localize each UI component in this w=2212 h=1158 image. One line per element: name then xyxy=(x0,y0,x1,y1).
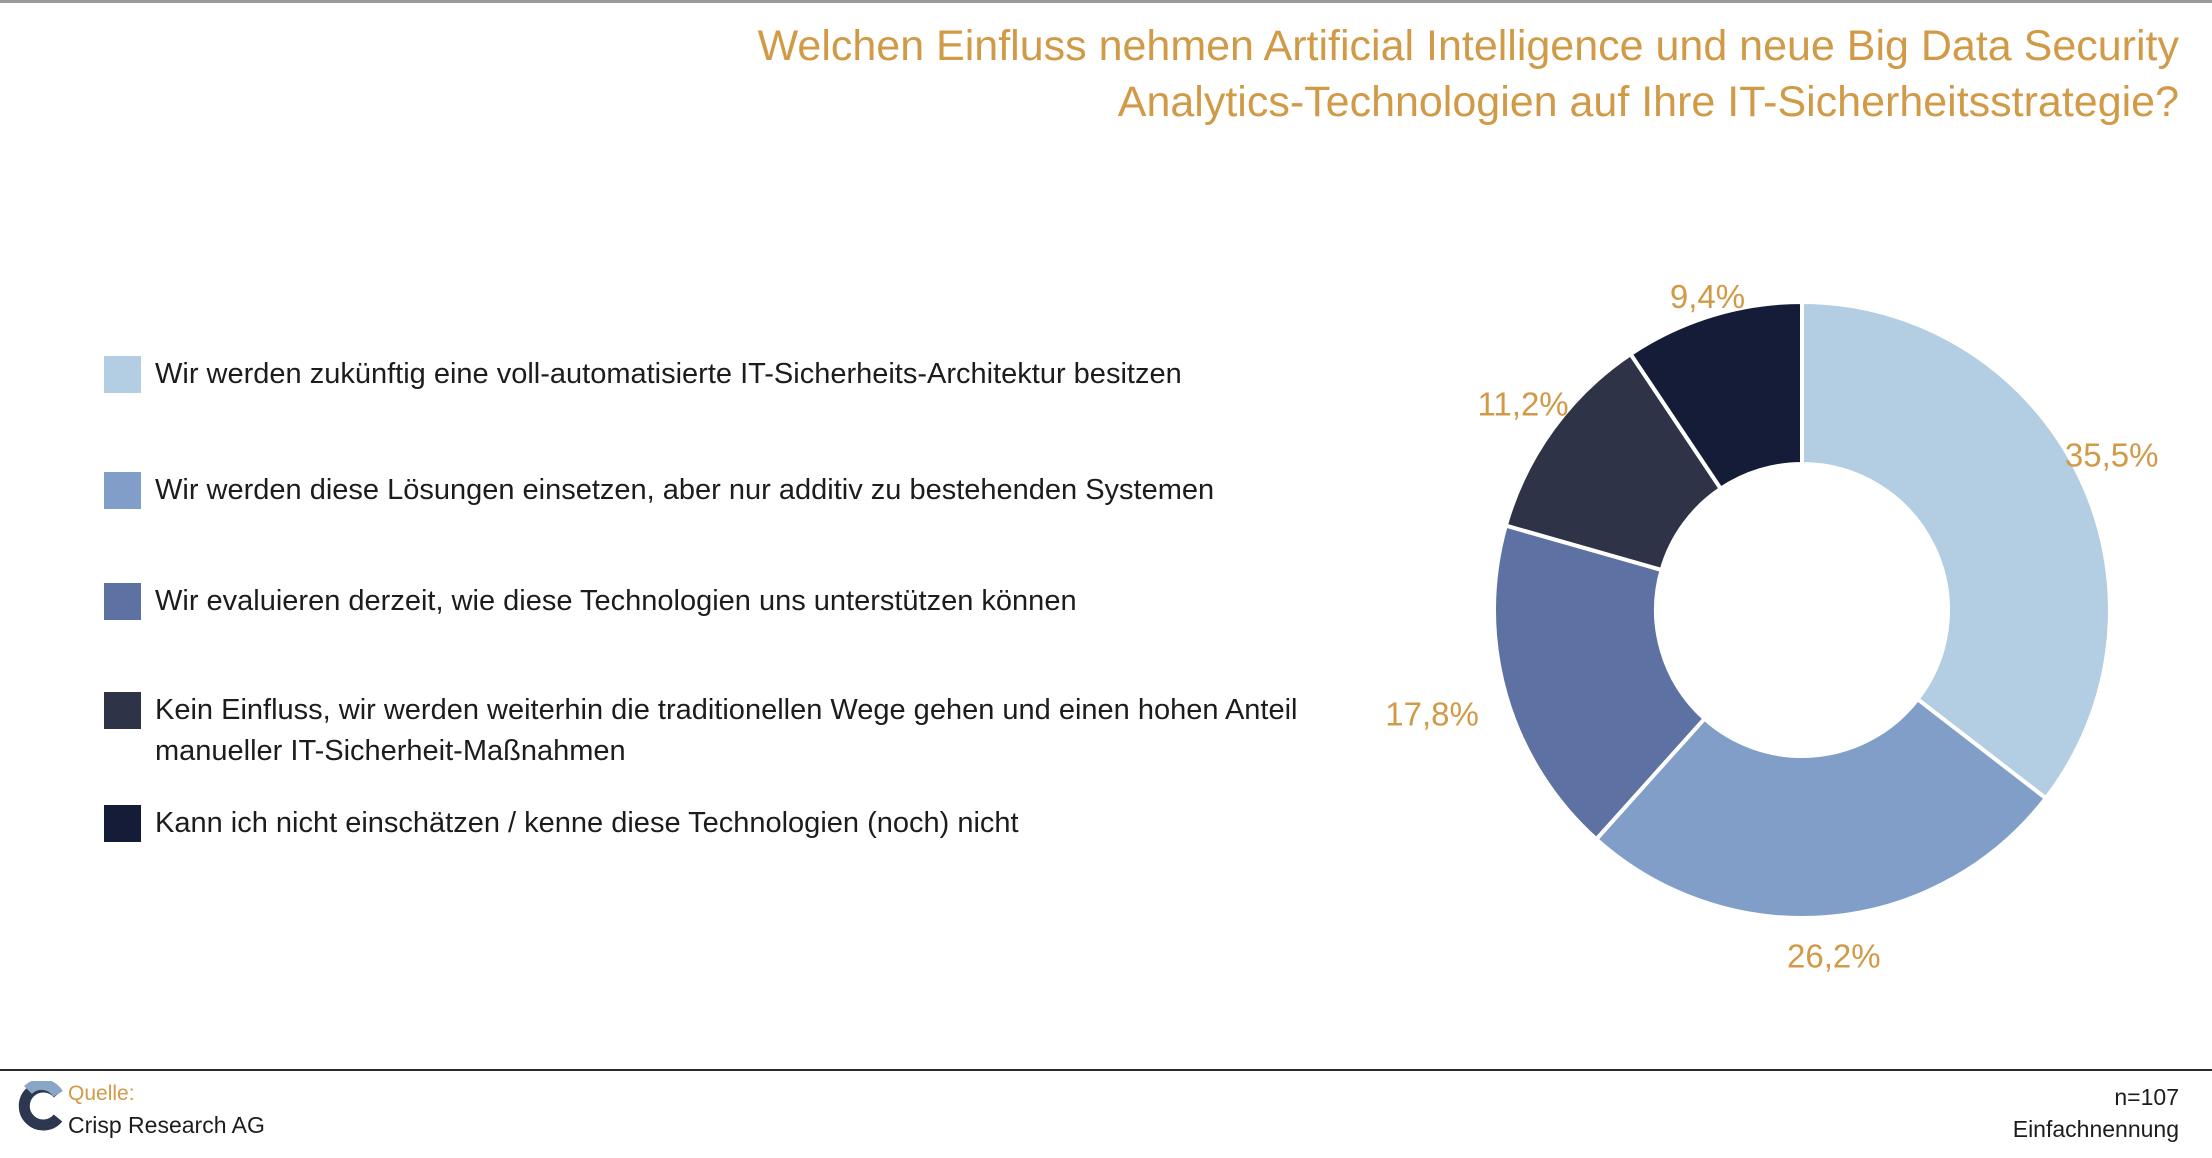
legend-item-1: Wir werden zukünftig eine voll-automatis… xyxy=(104,354,1385,395)
data-label-5: 9,4% xyxy=(1670,278,1745,315)
data-label-2: 26,2% xyxy=(1787,937,1881,974)
legend-label-2: Wir werden diese Lösungen einsetzen, abe… xyxy=(155,474,1215,506)
donut-slice-5 xyxy=(1627,299,1804,492)
legend-label-1: Wir werden zukünftig eine voll-automatis… xyxy=(155,358,1182,390)
donut-slice-2 xyxy=(1593,696,2049,920)
data-label-1: 35,5% xyxy=(2065,437,2159,474)
source-label: Quelle: xyxy=(68,1082,135,1105)
crisp-research-logo xyxy=(18,1081,63,1131)
legend-swatch-2 xyxy=(104,472,141,509)
donut-chart: 35,5% 26,2% 17,8% 11,2% 9,4% xyxy=(1385,278,2159,975)
legend-swatch-4 xyxy=(104,692,141,729)
chart-title-line-1: Welchen Einfluss nehmen Artificial Intel… xyxy=(757,22,2179,70)
donut-slice-1 xyxy=(1800,299,2112,802)
legend-label-5: Kann ich nicht einschätzen / kenne diese… xyxy=(155,807,1019,839)
chart-title: Welchen Einfluss nehmen Artificial Intel… xyxy=(579,18,2179,130)
donut-slice-3 xyxy=(1492,523,1708,843)
legend-item-5: Kann ich nicht einschätzen / kenne diese… xyxy=(104,803,1385,844)
footer-divider xyxy=(0,1069,2212,1071)
source-name: Crisp Research AG xyxy=(68,1112,265,1138)
sample-size: n=107 xyxy=(2114,1084,2179,1110)
legend-swatch-5 xyxy=(104,805,141,842)
legend-item-2: Wir werden diese Lösungen einsetzen, abe… xyxy=(104,470,1385,511)
chart-title-line-2: Analytics-Technologien auf Ihre IT-Siche… xyxy=(1117,78,2179,126)
answer-mode: Einfachnennung xyxy=(2012,1116,2179,1142)
legend-item-3: Wir evaluieren derzeit, wie diese Techno… xyxy=(104,581,1385,622)
data-label-3: 17,8% xyxy=(1385,695,1479,732)
legend-label-4: Kein Einfluss, wir werden weiterhin die … xyxy=(155,694,1298,767)
legend-item-4: Kein Einfluss, wir werden weiterhin die … xyxy=(104,690,1385,772)
data-label-4: 11,2% xyxy=(1478,386,1569,423)
legend-label-3: Wir evaluieren derzeit, wie diese Techno… xyxy=(155,585,1077,617)
legend-swatch-3 xyxy=(104,583,141,620)
top-divider xyxy=(0,0,2212,3)
legend-swatch-1 xyxy=(104,356,141,393)
